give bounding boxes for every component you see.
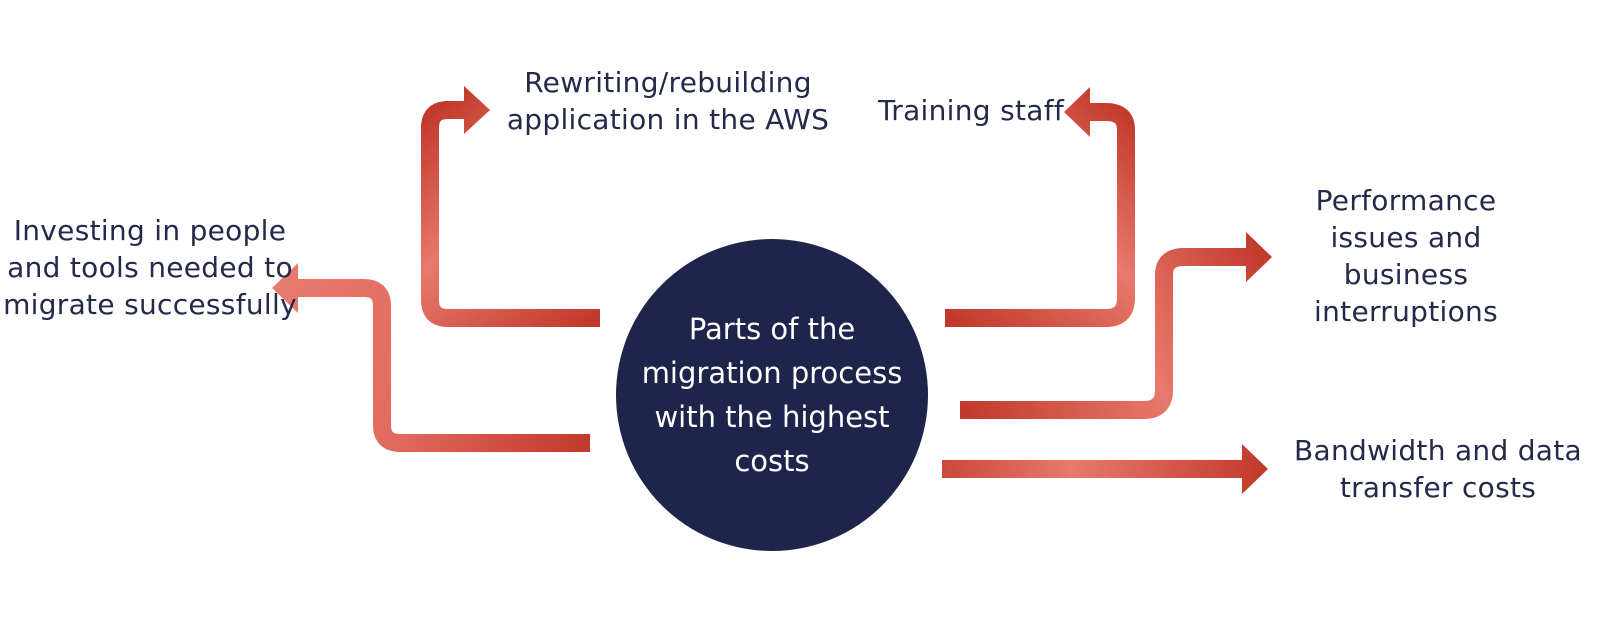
center-node-text: Parts of the migration process with the … — [641, 312, 903, 478]
arrow-performance — [960, 232, 1272, 419]
center-node: Parts of the migration process with the … — [616, 239, 928, 551]
arrow-investing — [272, 263, 590, 452]
branch-label-rewriting: Rewriting/rebuilding application in the … — [506, 66, 830, 136]
branch-label-performance: Performance issues and business interrup… — [1314, 184, 1498, 328]
branch-label-training: Training staff — [877, 94, 1065, 127]
branch-label-bandwidth: Bandwidth and data transfer costs — [1293, 434, 1582, 504]
branch-label-investing: Investing in people and tools needed to … — [3, 214, 297, 321]
arrow-training — [945, 87, 1135, 327]
arrow-bandwidth — [942, 444, 1268, 494]
arrow-rewriting — [421, 86, 600, 327]
